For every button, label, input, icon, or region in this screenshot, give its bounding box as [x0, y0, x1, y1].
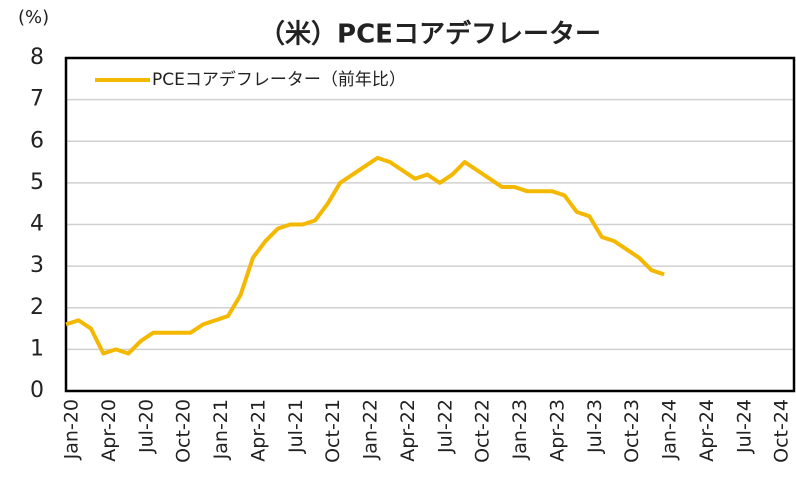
x-tick-label: Apr-23	[546, 399, 568, 462]
y-tick-label: 5	[30, 170, 44, 195]
x-tick-label: Jul-24	[733, 399, 755, 454]
x-tick-label: Oct-20	[173, 399, 195, 463]
y-tick-label: 8	[30, 45, 44, 70]
chart-title: （米）PCEコアデフレーター	[259, 19, 601, 50]
y-tick-label: 0	[30, 378, 44, 403]
y-tick-label: 4	[30, 212, 44, 237]
x-tick-label: Oct-24	[771, 399, 793, 463]
y-unit: (%)	[18, 7, 49, 28]
y-tick-label: 1	[30, 336, 44, 361]
x-tick-label: Jan-23	[509, 399, 531, 460]
series-line	[65, 155, 665, 356]
x-tick-label: Jan-21	[210, 399, 232, 460]
x-tick-label: Jul-23	[584, 399, 606, 454]
x-tick-label: Jan-22	[360, 399, 382, 460]
legend-label: PCEコアデフレーター（前年比）	[152, 69, 406, 90]
x-tick-label: Oct-21	[322, 399, 344, 463]
x-tick-label: Oct-23	[621, 399, 643, 463]
plot-frame	[64, 56, 796, 393]
x-tick-label: Jul-20	[135, 399, 157, 454]
y-tick-label: 6	[30, 128, 44, 153]
x-tick-label: Apr-24	[696, 399, 718, 462]
x-tick-label: Apr-21	[247, 399, 269, 462]
x-tick-label: Oct-22	[472, 399, 494, 463]
x-tick-label: Apr-22	[397, 399, 419, 462]
y-tick-label: 3	[30, 253, 44, 278]
x-tick-label: Jan-20	[61, 399, 83, 460]
y-tick-label: 2	[30, 295, 44, 320]
x-tick-label: Jan-24	[659, 399, 681, 460]
x-tick-label: Jul-22	[434, 399, 456, 454]
x-tick-label: Apr-20	[98, 399, 120, 462]
y-tick-label: 7	[30, 87, 44, 112]
x-tick-label: Jul-21	[285, 399, 307, 454]
